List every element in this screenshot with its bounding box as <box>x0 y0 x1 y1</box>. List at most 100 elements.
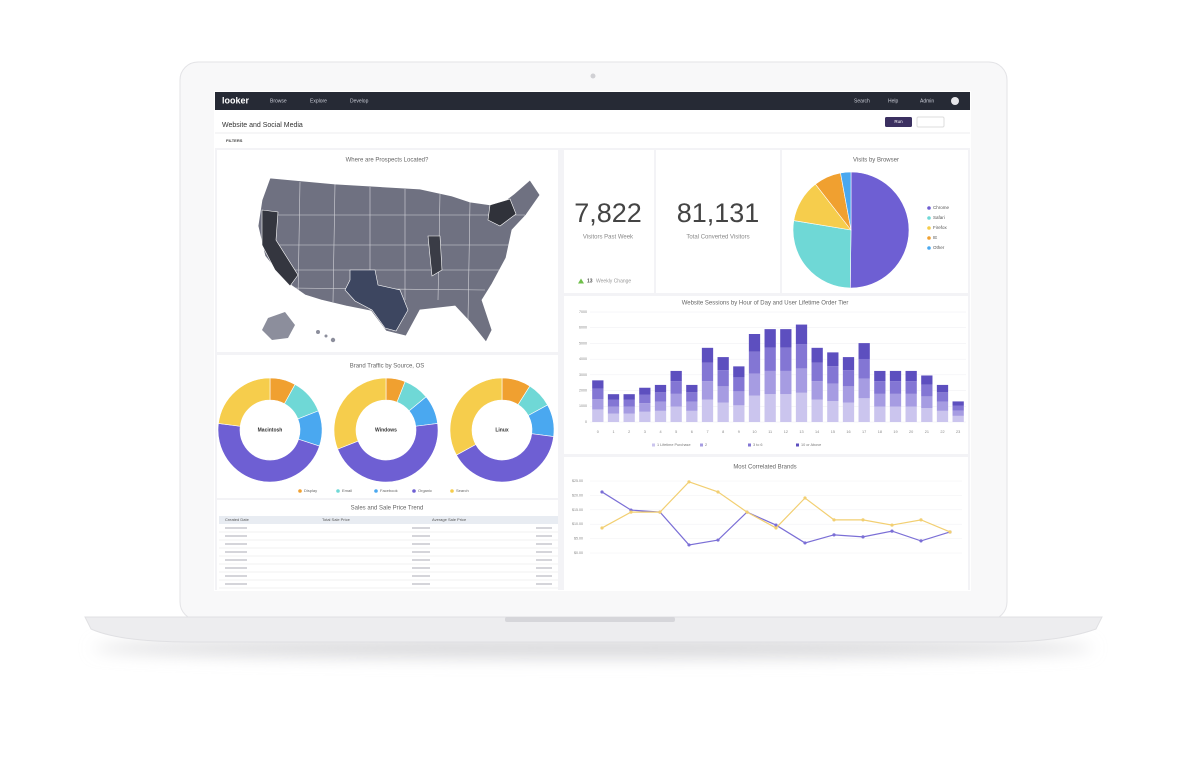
bar-segment <box>889 381 902 394</box>
donut-segment <box>449 377 503 456</box>
nav-item[interactable]: Develop <box>350 98 369 104</box>
bar-segment <box>670 381 682 394</box>
bar-segment <box>874 381 886 394</box>
legend-swatch <box>927 206 931 210</box>
x-tick-label: 23 <box>956 430 960 434</box>
x-tick-label: 17 <box>862 430 866 434</box>
bar-segment <box>842 370 855 387</box>
bar-segment <box>874 406 886 422</box>
run-label[interactable]: Run <box>894 119 903 124</box>
hawaii <box>316 330 320 334</box>
column-header[interactable]: Created Date <box>225 517 250 522</box>
tile-title: Visits by Browser <box>853 158 899 164</box>
legend-swatch <box>927 216 931 220</box>
state-dark <box>427 235 443 277</box>
legend-swatch <box>927 226 931 230</box>
bar-segment <box>623 394 635 400</box>
point <box>629 510 633 514</box>
run-button[interactable] <box>885 117 912 127</box>
bar-segment <box>733 366 745 378</box>
cell-placeholder <box>412 583 430 585</box>
point <box>716 490 720 494</box>
y-tick-label: $25.00 <box>572 479 583 483</box>
cell-placeholder <box>412 527 430 529</box>
point <box>774 526 778 530</box>
y-tick-label: 5000 <box>579 341 587 345</box>
x-tick-label: 20 <box>909 430 913 434</box>
legend-swatch <box>298 489 302 493</box>
bar-segment <box>921 384 933 397</box>
hawaii <box>330 337 336 343</box>
bar-segment <box>607 406 620 414</box>
nav-item[interactable]: Explore <box>310 98 327 104</box>
legend-swatch <box>652 443 655 447</box>
point <box>803 496 807 500</box>
nav-search[interactable]: Search <box>854 98 870 104</box>
point <box>600 526 604 530</box>
x-tick-label: 19 <box>893 430 897 434</box>
tile-title: Brand Traffic by Source, OS <box>350 364 425 370</box>
bar-segment <box>686 410 698 422</box>
options-button[interactable] <box>916 116 945 128</box>
table-body <box>219 527 558 589</box>
tile <box>656 150 780 293</box>
state-dark <box>487 198 517 227</box>
legend-swatch <box>700 443 703 447</box>
y-tick-label: $0.00 <box>574 551 583 555</box>
cell-placeholder <box>412 559 430 561</box>
filters-label[interactable]: FILTERS <box>226 138 243 143</box>
nav-item[interactable]: Browse <box>270 98 287 104</box>
kpi-label: Total Converted Visitors <box>686 235 749 241</box>
point <box>861 518 865 522</box>
bar-segment <box>811 347 823 363</box>
nav-help[interactable]: Help <box>888 98 899 104</box>
bar-segment <box>717 386 729 403</box>
legend-label: IE <box>933 235 937 240</box>
tile <box>217 500 558 590</box>
legend-label: Email <box>342 488 352 493</box>
pie-slice <box>792 220 852 289</box>
bar-segment <box>623 399 635 407</box>
legend-label: Firefox <box>933 225 948 230</box>
legend-swatch <box>374 489 378 493</box>
bar-segment <box>639 411 651 422</box>
legend-label: 10 or Above <box>801 443 821 447</box>
tile-title: Most Correlated Brands <box>733 465 796 471</box>
avatar[interactable] <box>951 97 959 105</box>
bar-segment <box>639 403 651 412</box>
bar-segment <box>936 401 949 411</box>
cell-placeholder <box>536 543 552 545</box>
y-tick-label: $10.00 <box>572 522 583 526</box>
x-tick-label: 7 <box>706 430 708 434</box>
bar-segment <box>905 381 917 394</box>
cell-placeholder <box>536 551 552 553</box>
point <box>861 535 865 539</box>
bar-segment <box>733 377 745 392</box>
legend-label: 1 Lifetime Purchase <box>657 443 691 447</box>
bar-segment <box>670 406 682 422</box>
cell-placeholder <box>536 575 552 577</box>
column-header[interactable]: Average Sale Price <box>432 517 467 522</box>
bar-segment <box>748 373 761 396</box>
x-tick-label: 11 <box>768 430 772 434</box>
cell-placeholder <box>412 543 430 545</box>
cell-placeholder <box>225 535 247 537</box>
bar-segment <box>889 406 902 422</box>
point <box>658 510 662 514</box>
bar-segment <box>921 375 933 385</box>
bar-segment <box>780 347 792 371</box>
cell-placeholder <box>412 575 430 577</box>
legend-swatch <box>748 443 751 447</box>
nav-admin[interactable]: Admin <box>920 98 934 104</box>
bar-segment <box>623 413 635 422</box>
y-tick-label: $20.00 <box>572 493 583 497</box>
bar-segment <box>607 399 620 407</box>
bar-segment <box>795 324 808 345</box>
tile <box>564 457 968 590</box>
y-tick-label: 3000 <box>579 373 587 377</box>
bar-segment <box>889 393 902 407</box>
cell-placeholder <box>225 567 247 569</box>
column-header[interactable]: Total Sale Price <box>322 517 351 522</box>
alaska <box>262 312 295 340</box>
